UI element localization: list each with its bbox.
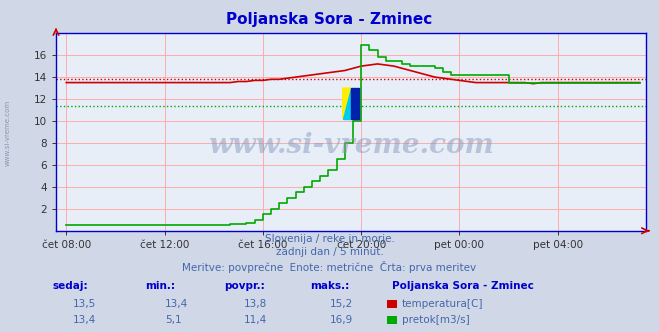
Text: temperatura[C]: temperatura[C] [402, 299, 484, 309]
Text: Meritve: povprečne  Enote: metrične  Črta: prva meritev: Meritve: povprečne Enote: metrične Črta:… [183, 261, 476, 273]
Text: www.si-vreme.com: www.si-vreme.com [5, 100, 11, 166]
Text: 5,1: 5,1 [165, 315, 181, 325]
Text: 13,8: 13,8 [244, 299, 267, 309]
Text: 15,2: 15,2 [330, 299, 353, 309]
Text: 13,5: 13,5 [72, 299, 96, 309]
Polygon shape [343, 88, 351, 119]
Text: Poljanska Sora - Zminec: Poljanska Sora - Zminec [392, 281, 534, 290]
Text: maks.:: maks.: [310, 281, 349, 290]
Text: min.:: min.: [145, 281, 175, 290]
Text: zadnji dan / 5 minut.: zadnji dan / 5 minut. [275, 247, 384, 257]
Text: Slovenija / reke in morje.: Slovenija / reke in morje. [264, 234, 395, 244]
Text: 13,4: 13,4 [165, 299, 188, 309]
Polygon shape [343, 88, 351, 119]
Text: pretok[m3/s]: pretok[m3/s] [402, 315, 470, 325]
Text: 16,9: 16,9 [330, 315, 353, 325]
Text: povpr.:: povpr.: [224, 281, 265, 290]
Text: sedaj:: sedaj: [53, 281, 88, 290]
Bar [351, 88, 359, 119]
Text: www.si-vreme.com: www.si-vreme.com [208, 132, 494, 159]
Text: 11,4: 11,4 [244, 315, 267, 325]
Text: Poljanska Sora - Zminec: Poljanska Sora - Zminec [227, 12, 432, 27]
Text: 13,4: 13,4 [72, 315, 96, 325]
